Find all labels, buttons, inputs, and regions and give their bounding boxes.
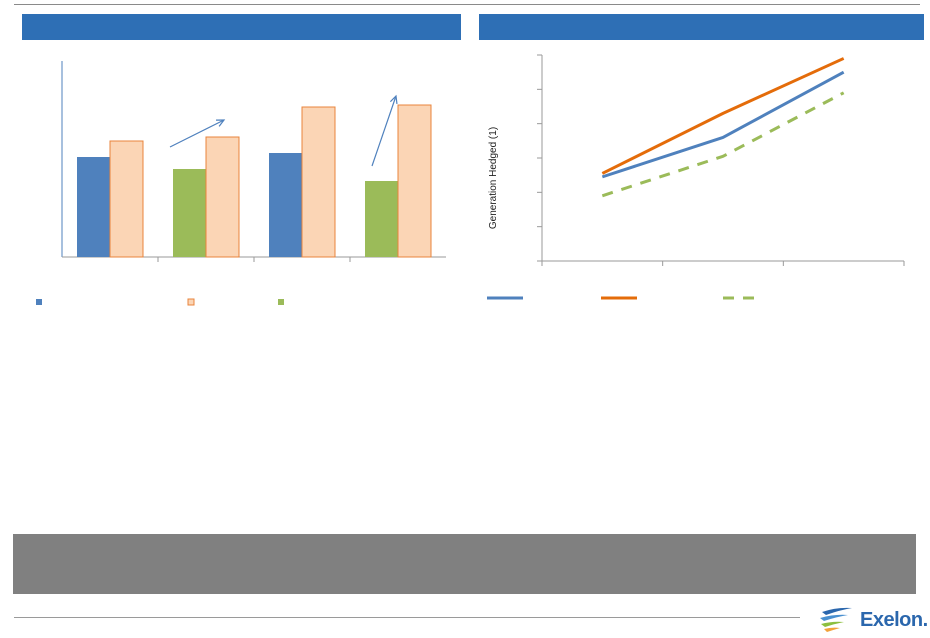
series-line bbox=[601, 57, 845, 175]
bar bbox=[77, 157, 110, 257]
legend-swatch bbox=[278, 299, 284, 305]
series-line bbox=[601, 91, 845, 198]
trend-arrow-head bbox=[389, 94, 398, 105]
series-line bbox=[601, 70, 845, 179]
logo-text: Exelon. bbox=[860, 609, 928, 631]
left-header-band bbox=[22, 14, 461, 40]
line-chart: Generation Hedged (1) bbox=[487, 54, 905, 300]
bar bbox=[365, 181, 398, 257]
top-rule bbox=[14, 4, 920, 5]
bar bbox=[205, 136, 240, 258]
bar-chart bbox=[36, 61, 446, 306]
legend-swatch bbox=[36, 299, 42, 305]
trend-arrow bbox=[371, 95, 397, 167]
line-y-label: Generation Hedged (1) bbox=[488, 127, 499, 229]
trend-arrow-head bbox=[215, 119, 226, 127]
footer-box bbox=[13, 534, 916, 594]
bar bbox=[301, 106, 336, 258]
exelon-logo: Exelon. bbox=[818, 606, 930, 633]
trend-arrow bbox=[169, 119, 225, 148]
legend-swatch bbox=[187, 298, 195, 306]
bar bbox=[269, 153, 302, 257]
exelon-flame-icon bbox=[820, 607, 852, 632]
bar bbox=[397, 104, 432, 258]
bar bbox=[173, 169, 206, 257]
bar bbox=[109, 140, 144, 258]
bottom-rule bbox=[14, 617, 800, 618]
right-header-band bbox=[479, 14, 924, 40]
